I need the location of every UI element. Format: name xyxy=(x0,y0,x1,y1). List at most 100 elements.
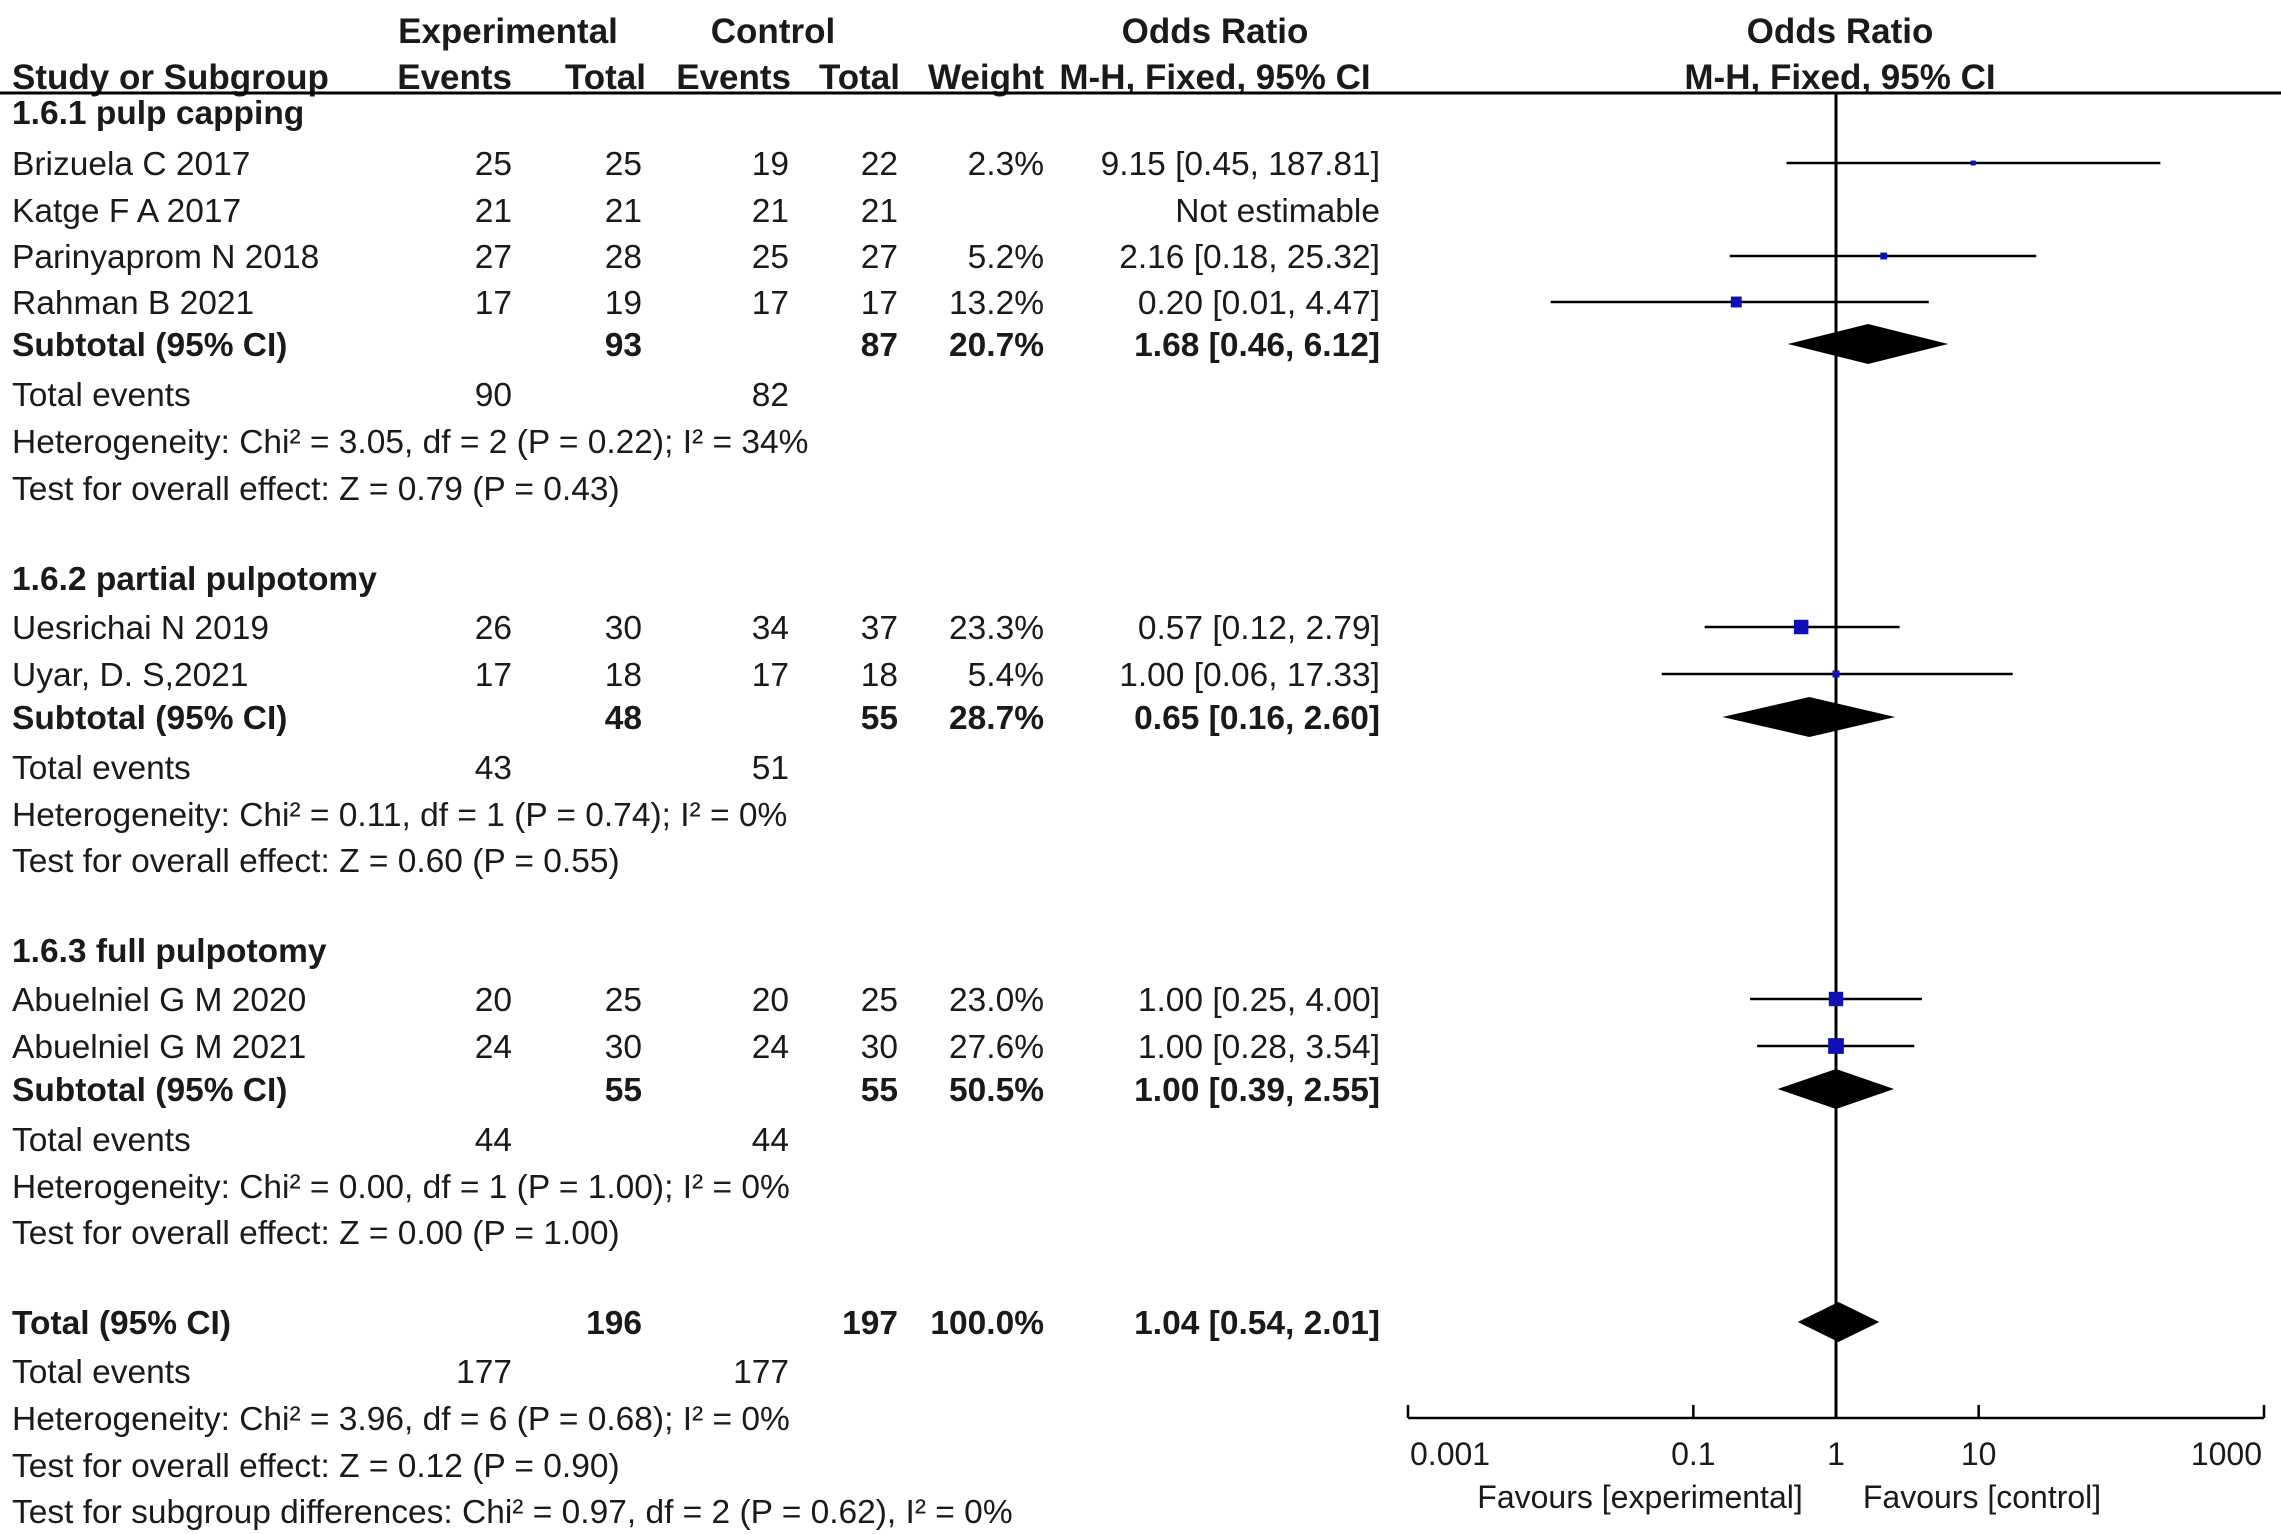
experimental-total-cell: 25 xyxy=(605,982,642,1019)
odds-ratio-ci-cell: 1.68 [0.46, 6.12] xyxy=(1134,327,1380,364)
row-label: Total events xyxy=(12,750,191,787)
header-control: Control xyxy=(711,12,835,51)
x-tick-label: 0.001 xyxy=(1410,1436,1490,1472)
row-label: Total events xyxy=(12,1354,191,1391)
header-control-total: Total xyxy=(819,58,900,97)
x-axis: 0.001 0.1 1 10 1000 Favours [experimental] Fav… xyxy=(1406,1405,2266,1515)
weight-cell: 13.2% xyxy=(949,285,1044,322)
table-row-study: Uyar, D. S,2021 17 18 17 18 5.4% 1.00 [0.06, 1… xyxy=(12,657,1380,694)
table-row-events: Total events 43 51 xyxy=(12,750,789,787)
header-control-events: Events xyxy=(676,58,791,97)
row-label: Heterogeneity: Chi² = 0.00, df = 1 (P = … xyxy=(12,1169,790,1206)
row-label: Subtotal (95% CI) xyxy=(12,327,287,364)
weight-cell: 50.5% xyxy=(949,1072,1044,1109)
summary-diamond xyxy=(1777,1069,1894,1109)
experimental-events-cell: 43 xyxy=(475,750,512,787)
odds-ratio-ci-cell: 1.00 [0.28, 3.54] xyxy=(1138,1029,1380,1066)
control-total-cell: 55 xyxy=(861,700,898,737)
weight-cell: 5.2% xyxy=(968,239,1044,276)
row-label: Abuelniel G M 2021 xyxy=(12,1029,306,1066)
header-method-plot: M-H, Fixed, 95% CI xyxy=(1684,58,1995,97)
control-events-cell: 34 xyxy=(752,610,789,647)
experimental-total-cell: 18 xyxy=(605,657,642,694)
x-tick-label: 1000 xyxy=(2191,1436,2262,1472)
row-label: Test for overall effect: Z = 0.79 (P = 0… xyxy=(12,471,620,508)
table-row-events: Total events 90 82 xyxy=(12,377,789,414)
subgroup-title: 1.6.1 pulp capping xyxy=(12,95,304,132)
experimental-total-cell: 19 xyxy=(605,285,642,322)
row-label: Test for overall effect: Z = 0.00 (P = 1… xyxy=(12,1215,620,1252)
table-row-text: Heterogeneity: Chi² = 0.00, df = 1 (P = … xyxy=(12,1169,790,1206)
experimental-total-cell: 25 xyxy=(605,146,642,183)
control-total-cell: 18 xyxy=(861,657,898,694)
row-label: Test for overall effect: Z = 0.12 (P = 0… xyxy=(12,1448,620,1485)
row-label: Uesrichai N 2019 xyxy=(12,610,269,647)
study-marker xyxy=(1880,252,1888,260)
control-events-cell: 51 xyxy=(752,750,789,787)
plot-area xyxy=(1550,93,2161,1418)
row-label: Test for overall effect: Z = 0.60 (P = 0… xyxy=(12,843,620,880)
experimental-total-cell: 28 xyxy=(605,239,642,276)
experimental-events-cell: 90 xyxy=(475,377,512,414)
control-events-cell: 177 xyxy=(733,1354,789,1391)
control-total-cell: 37 xyxy=(861,610,898,647)
header-odds-ratio-plot: Odds Ratio xyxy=(1747,12,1934,51)
control-events-cell: 25 xyxy=(752,239,789,276)
table-row-group: 1.6.3 full pulpotomy xyxy=(12,933,327,970)
header-odds-ratio-table: Odds Ratio xyxy=(1122,12,1309,51)
experimental-total-cell: 196 xyxy=(586,1305,642,1342)
study-marker xyxy=(1793,619,1809,635)
odds-ratio-ci-cell: 9.15 [0.45, 187.81] xyxy=(1101,146,1380,183)
odds-ratio-ci-cell: 0.57 [0.12, 2.79] xyxy=(1138,610,1380,647)
experimental-events-cell: 177 xyxy=(456,1354,512,1391)
odds-ratio-ci-cell: 0.20 [0.01, 4.47] xyxy=(1138,285,1380,322)
table-row-study: Brizuela C 2017 25 25 19 22 2.3% 9.15 [0.45, 1… xyxy=(12,146,1380,183)
odds-ratio-ci-cell: 1.04 [0.54, 2.01] xyxy=(1134,1305,1380,1342)
table-row-text: Test for overall effect: Z = 0.12 (P = 0… xyxy=(12,1448,620,1485)
table-row-text: Heterogeneity: Chi² = 0.11, df = 1 (P = … xyxy=(12,797,787,834)
study-marker xyxy=(1832,670,1840,678)
table-row-study: Uesrichai N 2019 26 30 34 37 23.3% 0.57 [0.12,… xyxy=(12,610,1380,647)
table-row-text: Heterogeneity: Chi² = 3.96, df = 6 (P = … xyxy=(12,1401,790,1438)
control-total-cell: 17 xyxy=(861,285,898,322)
experimental-total-cell: 30 xyxy=(605,610,642,647)
experimental-total-cell: 55 xyxy=(605,1072,642,1109)
control-total-cell: 21 xyxy=(861,193,898,230)
row-label: Subtotal (95% CI) xyxy=(12,700,287,737)
row-label: Total events xyxy=(12,377,191,414)
control-total-cell: 25 xyxy=(861,982,898,1019)
summary-diamond xyxy=(1797,1302,1880,1342)
weight-cell: 2.3% xyxy=(968,146,1044,183)
weight-cell: 5.4% xyxy=(968,657,1044,694)
header-experimental-total: Total xyxy=(565,58,646,97)
study-marker xyxy=(1828,1038,1844,1054)
table-row-text: Test for overall effect: Z = 0.60 (P = 0… xyxy=(12,843,620,880)
row-label: Test for subgroup differences: Chi² = 0.… xyxy=(12,1494,1013,1531)
experimental-total-cell: 48 xyxy=(605,700,642,737)
experimental-events-cell: 24 xyxy=(475,1029,512,1066)
x-tick-label: 1 xyxy=(1827,1436,1845,1472)
header-weight: Weight xyxy=(928,58,1044,97)
control-total-cell: 27 xyxy=(861,239,898,276)
header-study-or-subgroup: Study or Subgroup xyxy=(12,58,329,97)
row-label: Total (95% CI) xyxy=(12,1305,231,1342)
row-label: Heterogeneity: Chi² = 3.96, df = 6 (P = … xyxy=(12,1401,790,1438)
control-events-cell: 20 xyxy=(752,982,789,1019)
row-label: Heterogeneity: Chi² = 0.11, df = 1 (P = … xyxy=(12,797,787,834)
table-row-group: 1.6.1 pulp capping xyxy=(12,95,304,132)
row-label: Brizuela C 2017 xyxy=(12,146,250,183)
control-total-cell: 22 xyxy=(861,146,898,183)
header-experimental-events: Events xyxy=(397,58,512,97)
favours-experimental-label: Favours [experimental] xyxy=(1477,1479,1802,1515)
control-events-cell: 17 xyxy=(752,657,789,694)
row-label: Parinyaprom N 2018 xyxy=(12,239,319,276)
weight-cell: 23.0% xyxy=(949,982,1044,1019)
odds-ratio-ci-cell: Not estimable xyxy=(1175,193,1380,230)
table-row-text: Test for subgroup differences: Chi² = 0.… xyxy=(12,1494,1013,1531)
experimental-total-cell: 30 xyxy=(605,1029,642,1066)
control-events-cell: 24 xyxy=(752,1029,789,1066)
table-row-subtotal: Subtotal (95% CI) 55 55 50.5% 1.00 [0.39, 2.… xyxy=(12,1072,1380,1109)
control-events-cell: 82 xyxy=(752,377,789,414)
experimental-events-cell: 26 xyxy=(475,610,512,647)
